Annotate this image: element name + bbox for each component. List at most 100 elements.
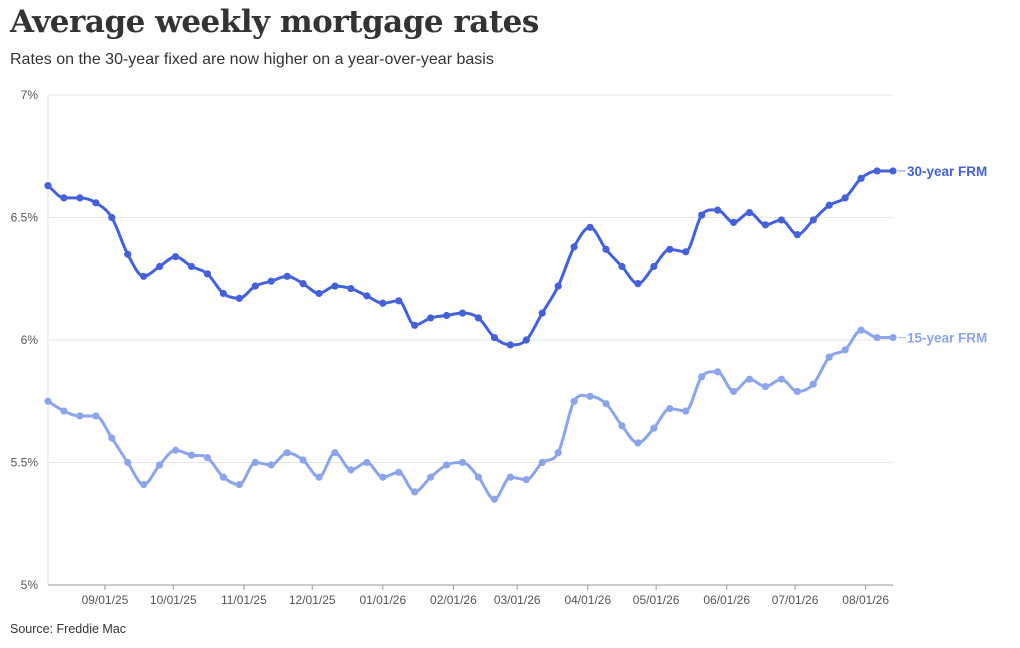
x-tick-label: 07/01/26: [772, 593, 819, 607]
data-point-15yr-frm: [156, 461, 164, 469]
data-point-15yr-frm: [714, 368, 722, 376]
series-15yr-frm: [44, 326, 897, 503]
data-point-30yr-frm: [299, 280, 307, 288]
data-point-15yr-frm: [777, 375, 786, 383]
data-point-30yr-frm: [363, 292, 371, 300]
data-point-30yr-frm: [825, 201, 833, 209]
data-point-15yr-frm: [427, 473, 435, 481]
data-point-15yr-frm: [761, 382, 770, 391]
data-point-15yr-frm: [474, 473, 483, 481]
data-point-15yr-frm: [745, 375, 754, 383]
x-tick-label: 09/01/25: [82, 593, 129, 607]
data-point-15yr-frm: [140, 480, 148, 489]
data-point-15yr-frm: [331, 449, 339, 457]
data-point-15yr-frm: [442, 461, 451, 469]
x-tick-label: 11/01/25: [221, 593, 267, 607]
data-point-30yr-frm: [666, 245, 674, 253]
data-point-15yr-frm: [586, 392, 594, 400]
data-point-30yr-frm: [203, 270, 212, 278]
data-point-15yr-frm: [602, 400, 610, 408]
chart-subtitle: Rates on the 30-year fixed are now highe…: [10, 51, 494, 68]
series: [44, 167, 897, 503]
series-30yr-frm: [44, 167, 897, 349]
line-chart: 5% 5.5% 6% 6.5% 7% 09/01/25 10/01/25 11/01/25 12…: [11, 88, 988, 607]
data-point-15yr-frm: [108, 434, 116, 442]
data-point-30yr-frm: [602, 245, 610, 253]
data-point-15yr-frm: [299, 456, 307, 464]
data-point-15yr-frm: [124, 458, 132, 467]
data-point-30yr-frm: [474, 314, 483, 322]
data-point-30yr-frm: [698, 211, 706, 219]
data-point-30yr-frm: [156, 262, 164, 271]
data-point-30yr-frm: [729, 218, 738, 226]
chart-title: Average weekly mortgage rates: [10, 4, 539, 40]
data-point-15yr-frm: [363, 458, 371, 467]
data-point-30yr-frm: [458, 309, 467, 317]
data-point-15yr-frm: [522, 476, 530, 484]
data-point-15yr-frm: [618, 422, 626, 430]
data-point-15yr-frm: [825, 353, 833, 361]
data-point-30yr-frm: [108, 213, 116, 222]
data-point-15yr-frm: [44, 397, 52, 405]
data-point-15yr-frm: [315, 473, 323, 481]
data-point-30yr-frm: [315, 289, 323, 298]
data-point-15yr-frm: [682, 407, 690, 415]
data-point-15yr-frm: [490, 495, 499, 503]
data-point-30yr-frm: [650, 262, 658, 271]
x-tick-label: 02/01/26: [430, 593, 477, 607]
data-point-15yr-frm: [889, 333, 897, 342]
data-point-15yr-frm: [857, 326, 865, 334]
data-point-30yr-frm: [92, 199, 100, 207]
data-point-30yr-frm: [379, 299, 387, 307]
y-tick-label: 7%: [21, 88, 39, 102]
data-point-15yr-frm: [395, 468, 403, 476]
data-point-30yr-frm: [251, 282, 259, 290]
data-point-15yr-frm: [570, 397, 578, 405]
data-point-30yr-frm: [889, 167, 897, 175]
x-tick-label: 03/01/26: [494, 593, 541, 607]
series-labels: 30-year FRM 15-year FRM: [898, 164, 987, 346]
data-point-30yr-frm: [140, 272, 148, 280]
y-tick-label: 5.5%: [11, 456, 39, 470]
x-tick-label: 04/01/26: [564, 593, 611, 607]
data-point-30yr-frm: [411, 321, 419, 329]
data-point-30yr-frm: [682, 248, 690, 256]
data-point-30yr-frm: [522, 336, 530, 344]
data-point-30yr-frm: [506, 341, 514, 349]
data-point-30yr-frm: [873, 167, 881, 175]
data-point-15yr-frm: [634, 439, 642, 447]
data-point-30yr-frm: [124, 250, 132, 258]
data-point-15yr-frm: [379, 473, 387, 481]
data-point-30yr-frm: [761, 221, 770, 229]
data-point-30yr-frm: [267, 277, 275, 285]
data-point-15yr-frm: [267, 461, 275, 469]
series-label-15yr-frm: 15-year FRM: [907, 331, 987, 346]
source-note: Source: Freddie Mac: [10, 622, 127, 636]
data-point-30yr-frm: [219, 289, 227, 298]
data-point-15yr-frm: [187, 451, 196, 459]
data-point-30yr-frm: [395, 297, 403, 305]
data-point-30yr-frm: [490, 333, 499, 342]
data-point-15yr-frm: [554, 449, 562, 457]
data-point-15yr-frm: [203, 454, 212, 462]
data-point-30yr-frm: [171, 253, 180, 261]
data-point-30yr-frm: [187, 262, 196, 271]
data-point-30yr-frm: [793, 231, 801, 239]
data-point-15yr-frm: [347, 466, 355, 474]
data-point-15yr-frm: [219, 473, 227, 481]
data-point-15yr-frm: [809, 380, 817, 388]
data-point-15yr-frm: [60, 407, 68, 415]
data-point-15yr-frm: [650, 424, 658, 432]
data-point-15yr-frm: [283, 449, 291, 457]
data-point-15yr-frm: [666, 405, 674, 413]
data-point-30yr-frm: [570, 243, 578, 251]
data-point-15yr-frm: [873, 333, 881, 342]
data-point-15yr-frm: [411, 488, 419, 496]
y-tick-label: 6%: [21, 333, 39, 347]
data-point-30yr-frm: [442, 311, 451, 320]
y-tick-label: 5%: [21, 578, 39, 592]
data-point-30yr-frm: [714, 206, 722, 214]
data-point-15yr-frm: [458, 458, 467, 467]
data-point-30yr-frm: [427, 314, 435, 322]
data-point-30yr-frm: [554, 282, 562, 290]
